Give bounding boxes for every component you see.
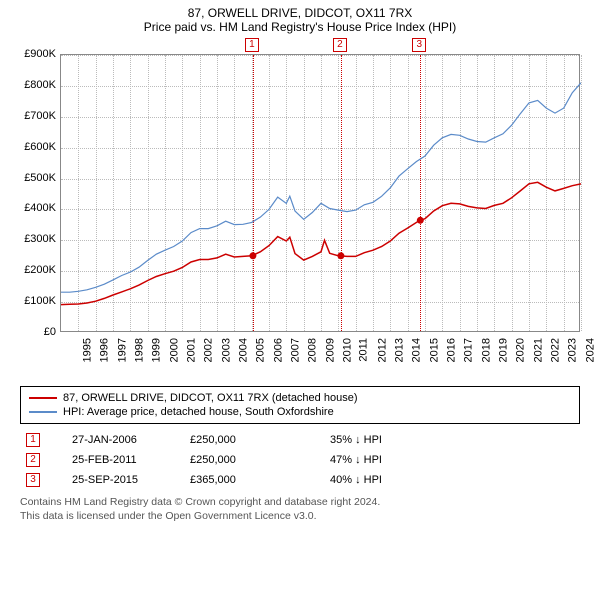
legend-row: 87, ORWELL DRIVE, DIDCOT, OX11 7RX (deta… xyxy=(29,391,571,405)
y-tick-label: £700K xyxy=(10,110,56,122)
x-tick-label: 2023 xyxy=(567,338,579,362)
x-tick-label: 1995 xyxy=(81,338,93,362)
y-tick-label: £0 xyxy=(10,326,56,338)
y-tick-label: £100K xyxy=(10,295,56,307)
event-number-box: 1 xyxy=(26,433,40,447)
event-price: £250,000 xyxy=(190,454,330,466)
y-tick-label: £300K xyxy=(10,233,56,245)
event-number-box: 2 xyxy=(26,453,40,467)
y-tick-label: £500K xyxy=(10,172,56,184)
series-price_paid xyxy=(61,182,581,304)
legend-label: HPI: Average price, detached house, Sout… xyxy=(63,406,334,418)
x-tick-label: 2003 xyxy=(220,338,232,362)
footer: Contains HM Land Registry data © Crown c… xyxy=(20,496,580,523)
event-date: 25-FEB-2011 xyxy=(40,454,190,466)
legend-swatch xyxy=(29,411,57,413)
x-tick-label: 2010 xyxy=(341,338,353,362)
event-number-box: 3 xyxy=(26,473,40,487)
x-tick-label: 2000 xyxy=(168,338,180,362)
series-marker xyxy=(417,217,424,224)
x-tick-label: 1996 xyxy=(99,338,111,362)
x-tick-label: 1997 xyxy=(116,338,128,362)
series-marker xyxy=(337,252,344,259)
x-tick-label: 2007 xyxy=(289,338,301,362)
y-tick-label: £400K xyxy=(10,202,56,214)
event-row: 325-SEP-2015£365,00040% ↓ HPI xyxy=(20,470,580,490)
y-tick-label: £200K xyxy=(10,264,56,276)
x-tick-label: 2005 xyxy=(255,338,267,362)
events-table: 127-JAN-2006£250,00035% ↓ HPI225-FEB-201… xyxy=(20,430,580,490)
event-delta: 40% ↓ HPI xyxy=(330,474,450,486)
y-tick-label: £800K xyxy=(10,79,56,91)
legend-label: 87, ORWELL DRIVE, DIDCOT, OX11 7RX (deta… xyxy=(63,392,357,404)
x-tick-label: 2006 xyxy=(272,338,284,362)
event-marker-box: 3 xyxy=(412,38,426,52)
x-tick-label: 2001 xyxy=(185,338,197,362)
chart-title-block: 87, ORWELL DRIVE, DIDCOT, OX11 7RX Price… xyxy=(0,0,600,36)
x-tick-label: 2024 xyxy=(584,338,596,362)
legend-box: 87, ORWELL DRIVE, DIDCOT, OX11 7RX (deta… xyxy=(20,386,580,424)
event-price: £365,000 xyxy=(190,474,330,486)
legend-row: HPI: Average price, detached house, Sout… xyxy=(29,405,571,419)
x-tick-label: 2002 xyxy=(203,338,215,362)
event-marker-box: 1 xyxy=(245,38,259,52)
x-tick-label: 2011 xyxy=(358,338,370,362)
chart-svg xyxy=(61,55,581,333)
x-tick-label: 2016 xyxy=(445,338,457,362)
series-hpi xyxy=(61,83,581,292)
event-marker-box: 2 xyxy=(333,38,347,52)
event-delta: 35% ↓ HPI xyxy=(330,434,450,446)
y-tick-label: £600K xyxy=(10,141,56,153)
x-tick-label: 2004 xyxy=(237,338,249,362)
x-tick-label: 1998 xyxy=(133,338,145,362)
x-tick-label: 2018 xyxy=(480,338,492,362)
x-tick-label: 2009 xyxy=(324,338,336,362)
event-row: 127-JAN-2006£250,00035% ↓ HPI xyxy=(20,430,580,450)
series-marker xyxy=(249,252,256,259)
chart-area: £0 £100K £200K £300K £400K £500K £600K £700K £80… xyxy=(10,36,590,378)
legend-swatch xyxy=(29,397,57,399)
x-tick-label: 2015 xyxy=(428,338,440,362)
x-tick-label: 2019 xyxy=(497,338,509,362)
x-tick-label: 2022 xyxy=(549,338,561,362)
chart-title-line1: 87, ORWELL DRIVE, DIDCOT, OX11 7RX xyxy=(0,6,600,20)
x-tick-label: 2020 xyxy=(515,338,527,362)
x-tick-label: 2012 xyxy=(376,338,388,362)
footer-line1: Contains HM Land Registry data © Crown c… xyxy=(20,496,580,510)
x-tick-label: 2013 xyxy=(393,338,405,362)
event-date: 27-JAN-2006 xyxy=(40,434,190,446)
chart-title-line2: Price paid vs. HM Land Registry's House … xyxy=(0,20,600,34)
x-tick-label: 2008 xyxy=(307,338,319,362)
x-tick-label: 2017 xyxy=(463,338,475,362)
event-price: £250,000 xyxy=(190,434,330,446)
x-tick-label: 2014 xyxy=(411,338,423,362)
event-date: 25-SEP-2015 xyxy=(40,474,190,486)
event-delta: 47% ↓ HPI xyxy=(330,454,450,466)
x-tick-label: 1999 xyxy=(151,338,163,362)
gridline-v xyxy=(581,55,582,331)
y-tick-label: £900K xyxy=(10,48,56,60)
event-row: 225-FEB-2011£250,00047% ↓ HPI xyxy=(20,450,580,470)
footer-line2: This data is licensed under the Open Gov… xyxy=(20,510,580,524)
x-tick-label: 2021 xyxy=(532,338,544,362)
plot-area xyxy=(60,54,580,332)
